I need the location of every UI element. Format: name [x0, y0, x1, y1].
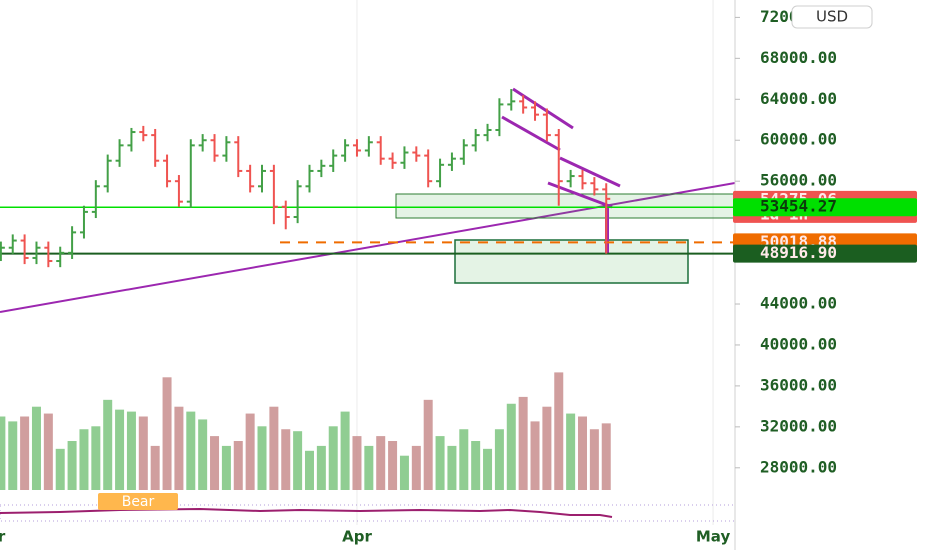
- volume-bar: [43, 413, 53, 490]
- price-tag: [733, 244, 917, 263]
- volume-bar: [150, 445, 160, 490]
- y-tick-label: 40000.00: [760, 334, 837, 353]
- x-tick-label: May: [696, 528, 731, 546]
- volume-bar: [506, 403, 516, 490]
- price-lines: [0, 206, 735, 255]
- volume-bar: [494, 429, 504, 490]
- volume-bar: [269, 406, 279, 490]
- price-tag: [733, 198, 917, 217]
- volume-bar: [435, 436, 445, 490]
- volume-bar: [399, 455, 409, 490]
- volume-bar: [91, 426, 101, 490]
- volume-bar: [126, 411, 136, 490]
- currency-button[interactable]: [791, 5, 873, 29]
- price-tag-label: 48916.90: [760, 243, 837, 262]
- y-tick-label: 68000.00: [760, 48, 837, 67]
- volume-bar: [601, 423, 611, 490]
- price-axis: Mar Apr May 28000.00 32000.00 36000.00 40000.0…: [0, 7, 837, 546]
- volume-bar: [293, 431, 303, 490]
- price-tag-label: 53454.27: [760, 197, 837, 216]
- indicator-label: Bear: [122, 494, 155, 510]
- y-tick-label: 28000.00: [760, 457, 837, 476]
- volume-bar: [8, 421, 18, 490]
- volume-bar: [245, 413, 255, 490]
- volume-bar: [447, 445, 457, 490]
- indicator-line: [0, 507, 613, 518]
- flag-line: [512, 87, 574, 130]
- volume-bar: [162, 377, 172, 490]
- y-tick-label: 44000.00: [760, 294, 837, 313]
- volume-bar: [352, 436, 362, 490]
- volume-bar: [281, 429, 291, 490]
- volume-bar: [554, 372, 564, 490]
- volume-bar: [483, 448, 493, 490]
- zone-box: [454, 239, 689, 284]
- volume-bar: [20, 416, 30, 490]
- volume-bar: [388, 441, 398, 490]
- indicator-badge: [98, 493, 178, 510]
- volume-bar: [115, 409, 125, 490]
- volume-bar: [198, 419, 208, 490]
- volume-bar: [471, 441, 481, 490]
- volume-bar: [578, 416, 587, 490]
- volume-bar: [542, 406, 552, 490]
- volume-bar: [423, 399, 433, 490]
- trend-line: [0, 182, 735, 313]
- y-tick-label: 36000.00: [760, 375, 837, 394]
- y-tick-label: 32000.00: [760, 416, 837, 435]
- volume-bar: [0, 416, 6, 490]
- volume-bar: [316, 445, 326, 490]
- volume-bar: [257, 426, 267, 490]
- y-tick-label: 56000.00: [760, 171, 837, 190]
- zone-box: [395, 193, 735, 219]
- y-tick-label: 64000.00: [760, 89, 837, 108]
- volume-bar: [376, 436, 386, 490]
- flag-line: [501, 115, 561, 152]
- volume-bar: [31, 406, 41, 490]
- volume-bar: [210, 436, 220, 490]
- volume-bar: [328, 426, 338, 490]
- volume-bar: [138, 416, 148, 490]
- x-tick-label: Apr: [342, 528, 372, 546]
- volume-bar: [589, 429, 599, 490]
- volume-bar: [411, 445, 421, 490]
- volume-bar: [67, 441, 77, 490]
- volume-bar: [103, 399, 113, 490]
- volume-pane: [0, 372, 611, 490]
- volume-bar: [233, 441, 243, 490]
- volume-bar: [55, 448, 65, 490]
- price-bars: [0, 89, 611, 268]
- volume-bar: [304, 450, 314, 490]
- volume-bar: [566, 413, 576, 490]
- volume-bar: [530, 421, 540, 490]
- volume-bar: [459, 429, 469, 490]
- volume-bar: [221, 445, 231, 490]
- currency-label[interactable]: USD: [816, 8, 848, 26]
- volume-bar: [79, 429, 89, 490]
- x-tick-label: Mar: [0, 528, 6, 546]
- volume-bar: [174, 406, 184, 490]
- flag-line: [559, 156, 621, 188]
- indicator-pane: Bear: [0, 493, 736, 522]
- volume-bar: [518, 396, 528, 490]
- y-tick-label: 60000.00: [760, 130, 837, 149]
- volume-bar: [364, 445, 374, 490]
- volume-bar: [186, 411, 196, 490]
- drawings: [0, 87, 735, 313]
- volume-bar: [340, 411, 350, 490]
